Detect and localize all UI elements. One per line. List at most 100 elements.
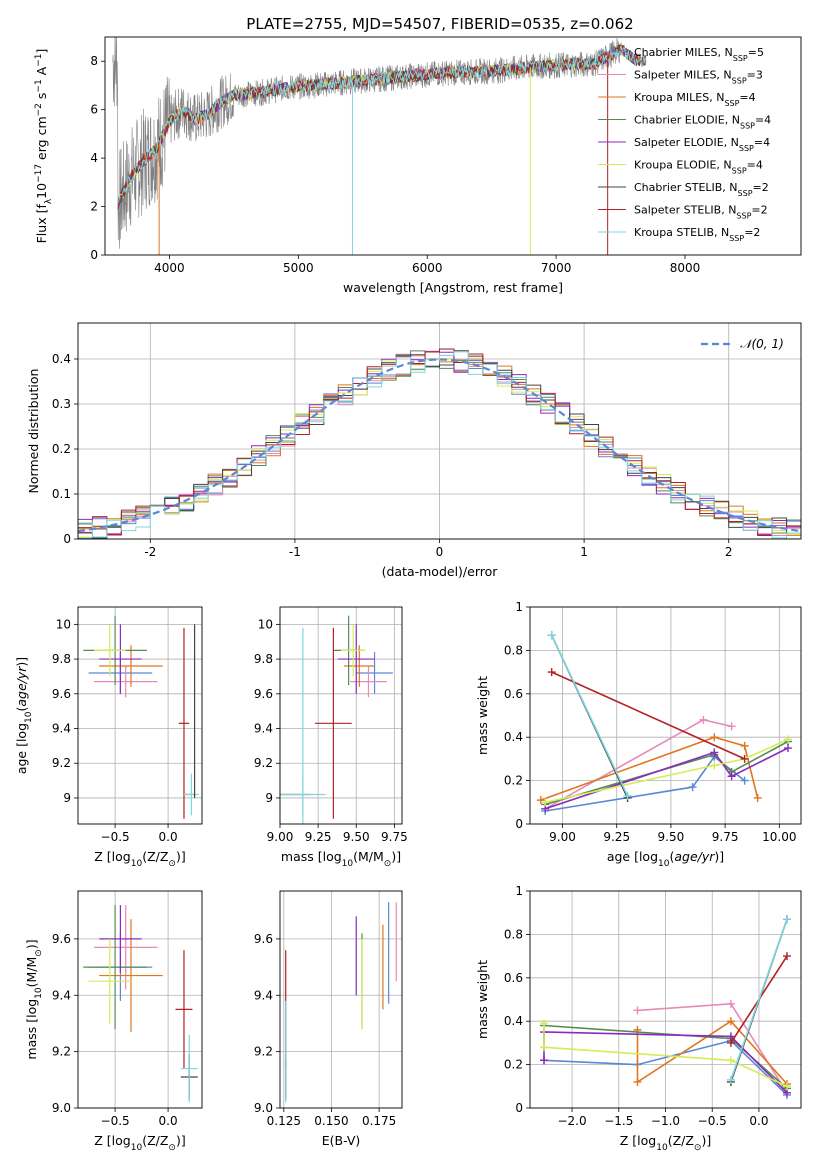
model-spectrum-line-kroupa-stelib (117, 46, 647, 204)
series-marker (783, 735, 792, 744)
series-marker (740, 741, 749, 750)
legend-label: Chabrier STELIB, NSSP=2 (634, 181, 769, 198)
x-tick-label: 1 (580, 545, 588, 559)
weight_vs_age-ylabel: mass weight (475, 676, 490, 755)
mass_vs_EBV-xlabel: E(B-V) (322, 1133, 361, 1148)
y-tick-label: 9.4 (52, 722, 71, 736)
series-marker (710, 748, 719, 757)
y-tick-label: 0.1 (52, 487, 71, 501)
y-tick-label: 9.2 (254, 756, 273, 770)
x-tick-label: 9.25 (603, 830, 630, 844)
series-marker (753, 793, 762, 802)
series-marker (727, 772, 736, 781)
mass_vs_Z-points (83, 905, 198, 1103)
series-marker (726, 999, 735, 1008)
legend-label: Salpeter STELIB, NSSP=2 (634, 204, 768, 221)
series-marker (540, 1019, 549, 1028)
x-tick-label: 7000 (541, 261, 572, 275)
series-line-salpeter-elodie (544, 747, 789, 810)
x-tick-label: -1 (289, 545, 301, 559)
x-tick-label: −0.5 (101, 1114, 130, 1128)
series-line-kroupa-elodie (543, 1023, 788, 1088)
mass_vs_EBV-points (285, 902, 397, 1103)
y-tick-label: 0.3 (52, 397, 71, 411)
y-tick-label: 9.6 (254, 687, 273, 701)
spectrum-ylabel: Flux [fλ10−17 erg cm−2 s−1 A−1] (34, 49, 54, 244)
x-tick-label: 6000 (412, 261, 443, 275)
series-marker (540, 1043, 549, 1052)
x-tick-label: 9.50 (343, 830, 370, 844)
y-tick-label: 4 (90, 151, 98, 165)
x-tick-label: 5000 (283, 261, 314, 275)
series-marker (540, 1056, 549, 1065)
weight_vs_Z-xlabel: Z [log10(Z/Z⊙)] (620, 1133, 711, 1153)
series-marker (740, 776, 749, 785)
series-line-kroupa-elodie (545, 738, 789, 804)
y-tick-label: 2 (90, 200, 98, 214)
x-tick-label: 0.150 (314, 1114, 348, 1128)
series-line-salpeter-stelib (551, 671, 745, 760)
mass_vs_Z-frame (77, 890, 203, 1109)
y-tick-label: 0.4 (52, 352, 71, 366)
series-marker (740, 754, 749, 763)
x-tick-label: 9.75 (712, 830, 739, 844)
series-marker (699, 715, 708, 724)
chart-panels: 4000 5000 6000 7000 8000 0 2 4 6 8 wavelength [Ang… (14, 36, 802, 1153)
spectrum-lines (112, 37, 647, 255)
histogram-kroupa-stelib (78, 351, 801, 539)
y-tick-label: 0.2 (504, 774, 523, 788)
y-tick-label: 0.4 (504, 730, 523, 744)
series-marker (782, 915, 791, 924)
y-tick-label: 9.4 (52, 988, 71, 1002)
x-tick-label: −1.0 (651, 1114, 680, 1128)
age_vs_Z-xlabel: Z [log10(Z/Z⊙)] (94, 849, 185, 869)
series-marker (783, 744, 792, 753)
y-tick-label: 9.4 (254, 722, 273, 736)
x-tick-label: −0.5 (101, 830, 130, 844)
normal-distribution-curve (78, 358, 801, 533)
y-tick-label: 0.6 (504, 971, 523, 985)
x-tick-label: 0.0 (749, 1114, 768, 1128)
series-marker (688, 783, 697, 792)
weight_vs_Z-series (540, 915, 791, 1099)
x-tick-label: 10.00 (762, 830, 796, 844)
y-tick-label: 6 (90, 103, 98, 117)
series-marker (727, 722, 736, 731)
x-tick-label: 9.00 (267, 830, 294, 844)
legend-label: Kroupa STELIB, NSSP=2 (634, 226, 760, 243)
y-tick-label: 9.8 (254, 652, 273, 666)
x-tick-label: 8000 (670, 261, 701, 275)
series-line-kroupa-stelib (550, 634, 629, 797)
series-marker (726, 1075, 735, 1084)
spectrum-xlabel: wavelength [Angstrom, rest frame] (343, 280, 563, 295)
y-tick-label: 0.8 (504, 643, 523, 657)
series-marker (633, 1077, 642, 1086)
age_vs_Z-points (83, 615, 199, 819)
residuals-ylabel: Normed distribution (26, 369, 41, 494)
series-marker (726, 1017, 735, 1026)
mass_vs_Z-axes: −0.5 0.0 9.0 9.2 9.4 9.6 (52, 891, 202, 1128)
figure-title: PLATE=2755, MJD=54507, FIBERID=0535, z=0… (246, 15, 633, 33)
age_vs_mass-axes: 9.00 9.25 9.50 9.75 9 9.2 9.4 9.6 9.8 10 (254, 607, 408, 844)
series-marker (536, 796, 545, 805)
series-marker (710, 733, 719, 742)
residuals-frame (77, 322, 802, 540)
age_vs_Z-ylabel: age [log10(age/yr)] (14, 657, 34, 774)
mass_vs_Z-xlabel: Z [log10(Z/Z⊙)] (94, 1133, 185, 1153)
series-marker (782, 1082, 791, 1091)
weight_vs_Z-frame (529, 890, 802, 1109)
y-tick-label: 10 (258, 617, 273, 631)
x-tick-label: 2 (725, 545, 733, 559)
legend-label: Chabrier ELODIE, NSSP=4 (634, 114, 771, 131)
spectrum-frame (104, 36, 802, 256)
spectrum-legend: Chabrier MILES, NSSP=5 Salpeter MILES, NS… (598, 46, 771, 243)
series-marker (726, 1056, 735, 1065)
x-tick-label: 9.75 (381, 830, 408, 844)
residuals-xlabel: (data-model)/error (382, 564, 499, 579)
y-tick-label: 1 (515, 884, 523, 898)
y-tick-label: 9.6 (254, 932, 273, 946)
series-marker (633, 1006, 642, 1015)
y-tick-label: 9.4 (254, 988, 273, 1002)
mass_vs_Z-ylabel: mass [log10(M/M⊙)] (24, 939, 44, 1059)
